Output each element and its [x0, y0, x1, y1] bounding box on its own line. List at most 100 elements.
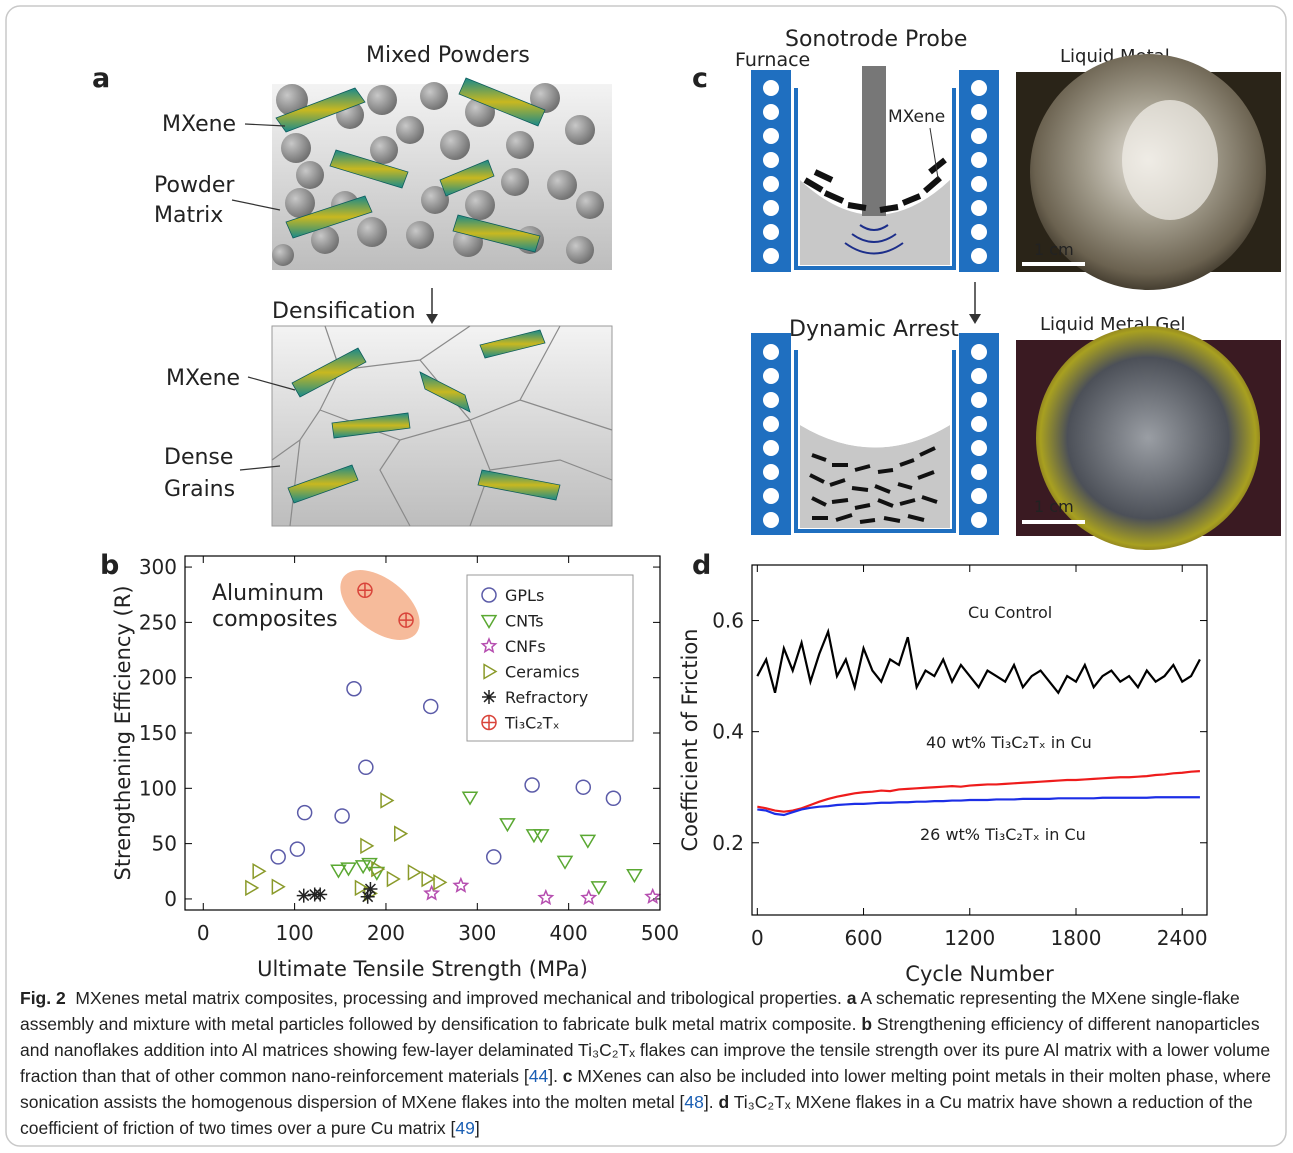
page: a Mixed Powders MXene Powder Matrix Dens…: [0, 0, 1293, 1153]
scatter-point: [313, 888, 327, 902]
label-matrix: Matrix: [154, 203, 223, 228]
legend-label: CNFs: [505, 637, 546, 656]
scatter-point: [297, 889, 311, 903]
scatter-point: [347, 682, 361, 696]
y-tick-label: 250: [139, 610, 177, 634]
scatter-point: [381, 793, 393, 807]
legend-label: CNTs: [505, 612, 544, 631]
scatter-point: [527, 830, 541, 842]
label-powder: Powder: [154, 173, 235, 198]
scatter-point: [463, 792, 477, 804]
scatter-point: [558, 856, 572, 868]
caption: Fig. 2 MXenes metal matrix composites, p…: [20, 985, 1275, 1141]
caption-run: 49: [455, 1118, 474, 1138]
schematic-title: Sonotrode Probe: [785, 27, 967, 52]
scatter-point: [581, 835, 595, 847]
scatter-point: [424, 699, 438, 713]
scatter-point: [627, 870, 641, 882]
x-tick-label: 400: [550, 921, 588, 945]
schematic-title: Mixed Powders: [366, 43, 530, 68]
scatter-point: [408, 865, 420, 879]
figure: a Mixed Powders MXene Powder Matrix Dens…: [0, 0, 1293, 1153]
arrowhead: [426, 314, 438, 324]
photo: [1036, 326, 1260, 550]
scatter-point: [582, 891, 595, 904]
scatter-point: [576, 780, 590, 794]
scale-label: 1 cm: [1034, 240, 1074, 259]
scatter-point: [539, 891, 552, 904]
panel-label: a: [92, 63, 110, 94]
series-label: 40 wt% Ti₃C₂Tₓ in Cu: [926, 733, 1092, 752]
caption-run: 48: [684, 1092, 703, 1112]
y-tick-label: 200: [139, 666, 177, 690]
panel-label: c: [692, 63, 708, 94]
chart-line: d 0 600 1200 1800 2400 0.2 0.4 0.6 Cycle Number Co…: [678, 550, 1208, 986]
label-mxene: MXene: [888, 107, 945, 127]
scatter-point: [290, 842, 304, 856]
panel-label: d: [692, 550, 711, 581]
scatter-point: [363, 882, 377, 896]
scatter-point: [500, 819, 514, 831]
x-tick-label: 1800: [1051, 926, 1102, 950]
y-tick-label: 0.2: [712, 831, 744, 855]
scatter-point: [272, 880, 284, 894]
scatter-point: [395, 827, 407, 841]
scatter-point: [358, 583, 372, 597]
y-axis-label: Coefficient of Friction: [678, 629, 702, 852]
scatter-point: [271, 850, 285, 864]
x-axis-label: Ultimate Tensile Strength (MPa): [257, 957, 588, 981]
y-tick-label: 100: [139, 776, 177, 800]
scatter-point: [592, 882, 606, 894]
y-tick-label: 50: [152, 832, 177, 856]
furnace-top: MXene: [751, 66, 999, 272]
scatter-point: [534, 830, 548, 842]
scatter-point: [387, 872, 399, 886]
x-tick-label: 2400: [1157, 926, 1208, 950]
step-label: Dynamic Arrest: [789, 317, 959, 342]
label-mxene: MXene: [166, 366, 240, 391]
annotation: composites: [212, 607, 338, 632]
x-tick-label: 0: [751, 926, 764, 950]
caption-run: d: [718, 1092, 729, 1112]
scatter-point: [253, 864, 265, 878]
label-mxene: MXene: [162, 112, 236, 137]
x-tick-label: 0: [197, 921, 210, 945]
x-tick-label: 300: [458, 921, 496, 945]
series-label: Cu Control: [968, 603, 1052, 622]
caption-run: Fig. 2: [20, 988, 66, 1008]
panel-label: b: [100, 550, 119, 581]
step-label: Densification: [272, 299, 416, 324]
furnace-bottom: [751, 333, 999, 535]
scale-label: 1 cm: [1034, 497, 1074, 516]
legend-label: GPLs: [505, 586, 544, 605]
scatter-point: [246, 881, 258, 895]
highlight-ellipse: [328, 556, 433, 654]
caption-run: 44: [529, 1066, 548, 1086]
y-tick-label: 0.6: [712, 609, 744, 633]
caption-run: b: [861, 1014, 872, 1034]
scatter-point: [298, 806, 312, 820]
x-tick-label: 100: [276, 921, 314, 945]
x-tick-label: 600: [844, 926, 882, 950]
panel-c: c Sonotrode Probe Furnace MXene Li: [692, 27, 1281, 550]
x-tick-label: 1200: [944, 926, 995, 950]
panel-a: a Mixed Powders MXene Powder Matrix Dens…: [92, 43, 612, 526]
y-tick-label: 0.4: [712, 720, 744, 744]
x-axis-label: Cycle Number: [905, 962, 1054, 986]
y-axis-label: Strengthening Efficiency (R): [111, 585, 135, 880]
scatter-point: [646, 890, 659, 903]
arrowhead: [969, 314, 981, 324]
caption-run: ]: [475, 1118, 480, 1138]
scatter-point: [454, 879, 467, 892]
scatter-point: [422, 872, 434, 886]
dense-box: [272, 326, 612, 526]
line-series: [757, 632, 1200, 693]
scatter-point: [335, 809, 349, 823]
series-label: 26 wt% Ti₃C₂Tₓ in Cu: [920, 825, 1086, 844]
caption-run: MXenes metal matrix composites, processi…: [66, 988, 847, 1008]
annotation: Aluminum: [212, 581, 324, 606]
scatter-point: [525, 778, 539, 792]
label-furnace: Furnace: [735, 49, 810, 71]
caption-run: c: [563, 1066, 573, 1086]
scatter-point: [487, 850, 501, 864]
